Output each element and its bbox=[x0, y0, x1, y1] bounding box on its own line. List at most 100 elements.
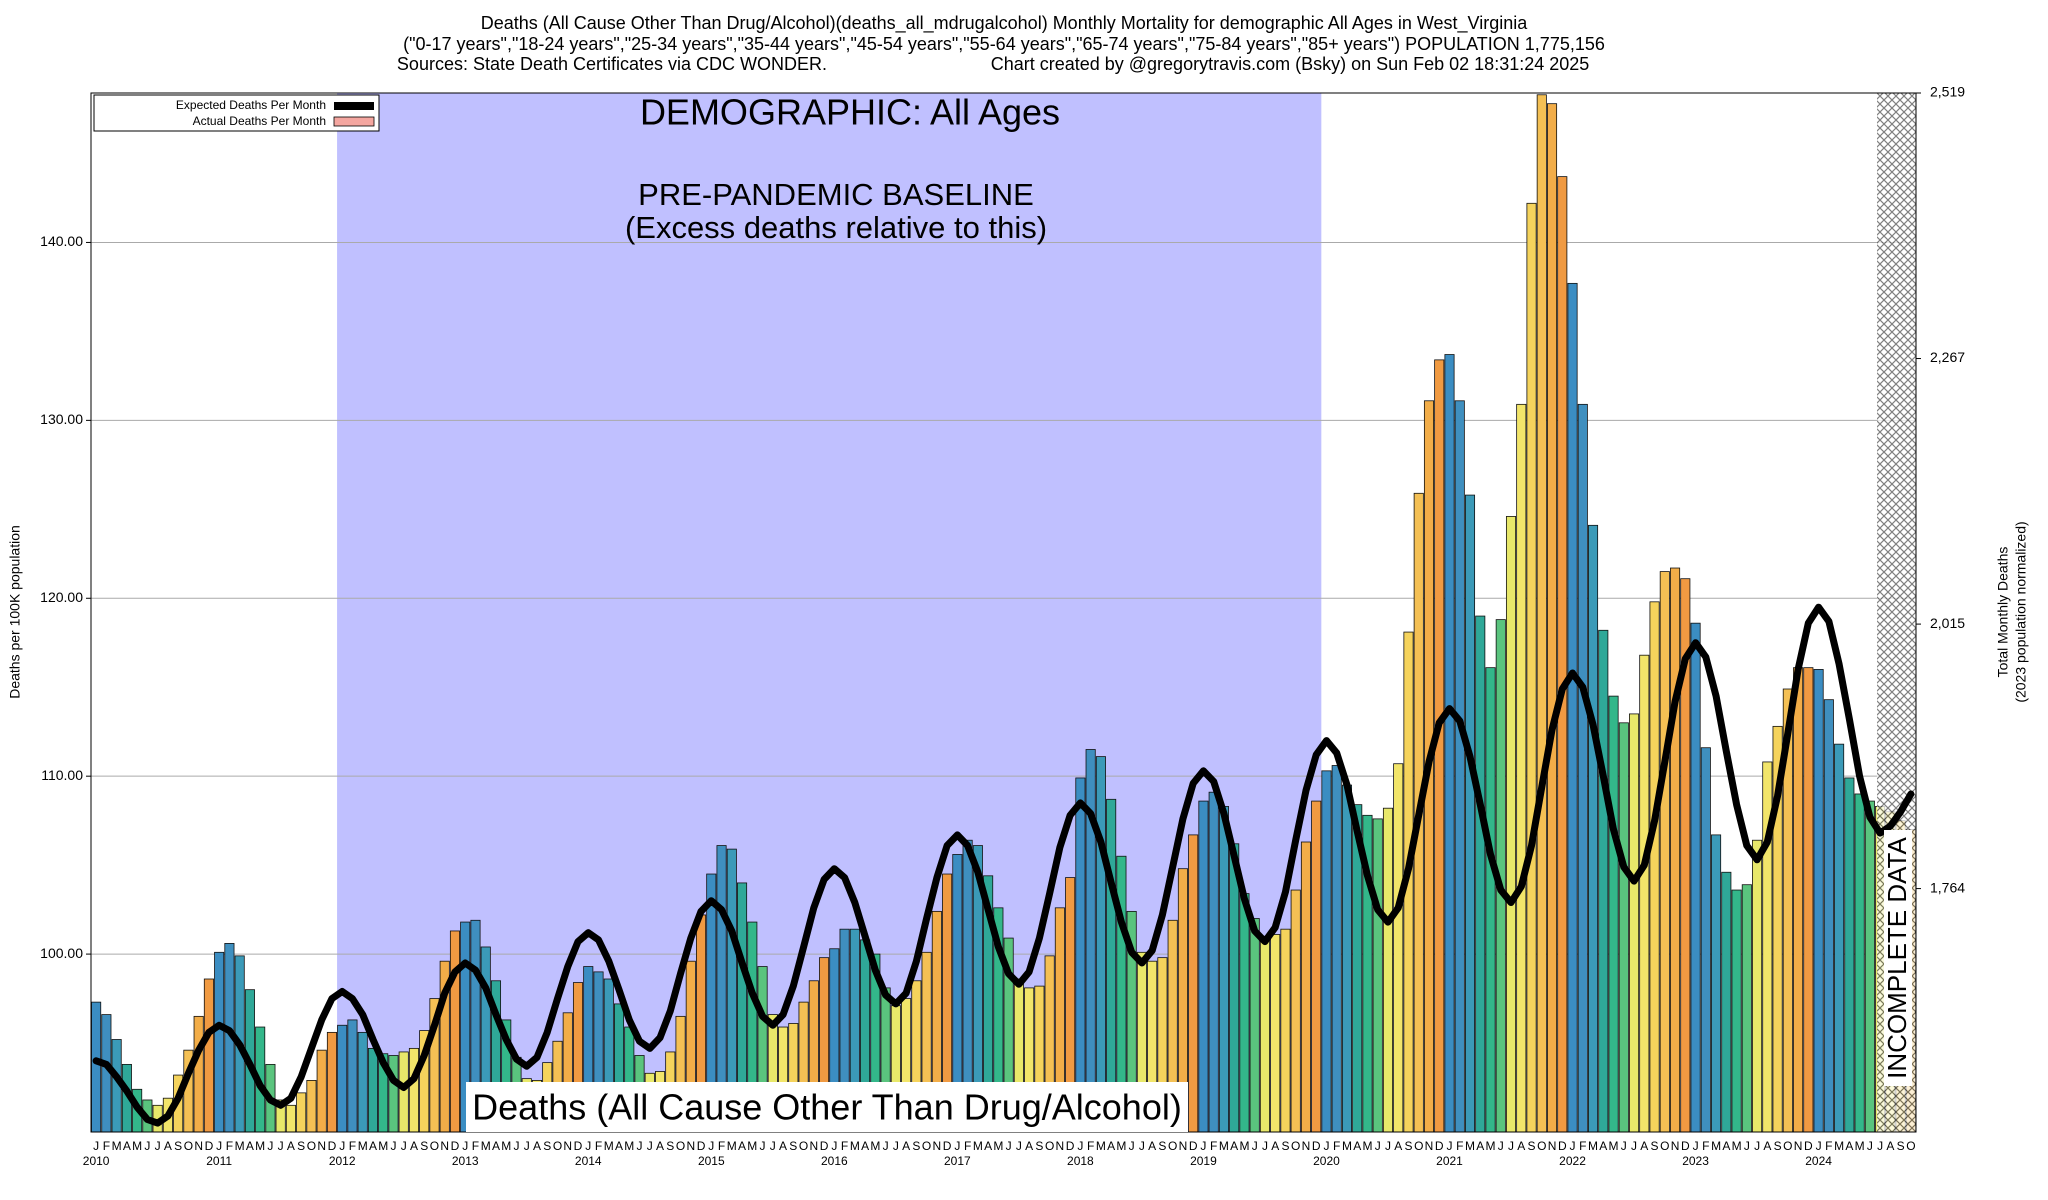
year-label: 2023 bbox=[1682, 1154, 1709, 1168]
x-tick-label: A bbox=[369, 1139, 377, 1153]
bar bbox=[1505, 516, 1517, 1132]
x-tick-label: O bbox=[799, 1139, 808, 1153]
x-tick-label: J bbox=[1200, 1139, 1206, 1153]
x-tick-label: A bbox=[1640, 1139, 1648, 1153]
bar bbox=[1270, 934, 1281, 1132]
bar bbox=[1516, 403, 1527, 1132]
bar bbox=[1803, 667, 1814, 1132]
x-tick-label: A bbox=[902, 1139, 910, 1153]
bar bbox=[1834, 743, 1845, 1132]
bar bbox=[562, 1012, 573, 1132]
bar bbox=[870, 953, 881, 1132]
bar bbox=[1639, 654, 1650, 1132]
bar bbox=[296, 1092, 307, 1132]
x-tick-label: O bbox=[1168, 1139, 1177, 1153]
x-tick-label: J bbox=[1498, 1139, 1504, 1153]
legend-swatch bbox=[334, 102, 374, 110]
bar bbox=[357, 1031, 368, 1132]
bar bbox=[1300, 841, 1311, 1132]
bar bbox=[1147, 960, 1158, 1132]
x-tick-label: J bbox=[401, 1139, 407, 1153]
x-tick-label: A bbox=[1722, 1139, 1730, 1153]
bar bbox=[1608, 695, 1619, 1132]
year-label: 2021 bbox=[1436, 1154, 1463, 1168]
bar bbox=[1741, 884, 1752, 1132]
x-tick-label: D bbox=[820, 1139, 829, 1153]
x-tick-label: J bbox=[339, 1139, 345, 1153]
x-tick-label: J bbox=[1508, 1139, 1514, 1153]
bar bbox=[1711, 834, 1722, 1132]
x-tick-label: N bbox=[686, 1139, 695, 1153]
x-tick-label: A bbox=[287, 1139, 295, 1153]
annotation: DEMOGRAPHIC: All Ages bbox=[640, 92, 1060, 133]
x-tick-label: A bbox=[1394, 1139, 1402, 1153]
bar bbox=[1854, 793, 1865, 1132]
bar bbox=[572, 982, 584, 1132]
x-tick-label: A bbox=[984, 1139, 992, 1153]
bar bbox=[1321, 770, 1332, 1132]
x-tick-label: O bbox=[430, 1139, 439, 1153]
bar bbox=[1762, 761, 1773, 1132]
x-tick-label: N bbox=[1056, 1139, 1065, 1153]
bar bbox=[1341, 784, 1352, 1132]
bar bbox=[1311, 800, 1322, 1132]
x-tick-label: J bbox=[1877, 1139, 1883, 1153]
y-tick-label: 120.00 bbox=[40, 589, 83, 605]
bar bbox=[1136, 951, 1147, 1132]
bar bbox=[819, 957, 830, 1132]
bar bbox=[1793, 667, 1804, 1132]
x-tick-label: M bbox=[1096, 1139, 1106, 1153]
year-label: 2022 bbox=[1559, 1154, 1586, 1168]
bar bbox=[767, 1014, 778, 1132]
x-tick-label: A bbox=[615, 1139, 623, 1153]
bar bbox=[716, 845, 727, 1132]
x-tick-label: A bbox=[1476, 1139, 1484, 1153]
x-tick-label: J bbox=[144, 1139, 150, 1153]
x-tick-label: M bbox=[255, 1139, 265, 1153]
x-tick-label: M bbox=[1486, 1139, 1496, 1153]
x-tick-label: A bbox=[1845, 1139, 1853, 1153]
x-tick-label: J bbox=[93, 1139, 99, 1153]
bar bbox=[972, 845, 983, 1132]
bar bbox=[316, 1049, 327, 1132]
x-tick-label: J bbox=[462, 1139, 468, 1153]
x-tick-label: J bbox=[585, 1139, 591, 1153]
bar bbox=[1065, 877, 1076, 1132]
x-tick-label: S bbox=[789, 1139, 797, 1153]
bar bbox=[603, 978, 614, 1132]
bar bbox=[952, 854, 963, 1132]
x-tick-label: J bbox=[1252, 1139, 1258, 1153]
x-tick-label: J bbox=[1631, 1139, 1637, 1153]
x-tick-label: S bbox=[1774, 1139, 1782, 1153]
x-tick-label: M bbox=[132, 1139, 142, 1153]
bar bbox=[1239, 893, 1250, 1132]
x-tick-label: N bbox=[317, 1139, 326, 1153]
incomplete-box bbox=[1884, 830, 1912, 1086]
y-tick-label: 130.00 bbox=[40, 411, 83, 427]
bar bbox=[367, 1047, 378, 1132]
x-tick-label: D bbox=[205, 1139, 214, 1153]
x-tick-label: J bbox=[1867, 1139, 1873, 1153]
x-tick-label: N bbox=[1794, 1139, 1803, 1153]
x-tick-label: F bbox=[1579, 1139, 1586, 1153]
bar bbox=[1106, 798, 1117, 1132]
x-tick-label: J bbox=[1570, 1139, 1576, 1153]
bar bbox=[1054, 907, 1065, 1132]
x-tick-label: O bbox=[184, 1139, 193, 1153]
x-tick-label: D bbox=[1681, 1139, 1690, 1153]
x-tick-label: J bbox=[1754, 1139, 1760, 1153]
annotation: INCOMPLETE DATA bbox=[1882, 836, 1912, 1078]
x-tick-label: O bbox=[1414, 1139, 1423, 1153]
bar bbox=[1526, 202, 1537, 1132]
bar bbox=[203, 978, 214, 1132]
x-tick-label: M bbox=[604, 1139, 614, 1153]
x-tick-label: M bbox=[870, 1139, 880, 1153]
x-tick-label: M bbox=[1362, 1139, 1372, 1153]
x-tick-label: F bbox=[1333, 1139, 1340, 1153]
x-tick-label: N bbox=[1548, 1139, 1557, 1153]
x-tick-label: J bbox=[1139, 1139, 1145, 1153]
x-tick-label: M bbox=[501, 1139, 511, 1153]
bar bbox=[1557, 176, 1568, 1132]
x-tick-label: N bbox=[440, 1139, 449, 1153]
